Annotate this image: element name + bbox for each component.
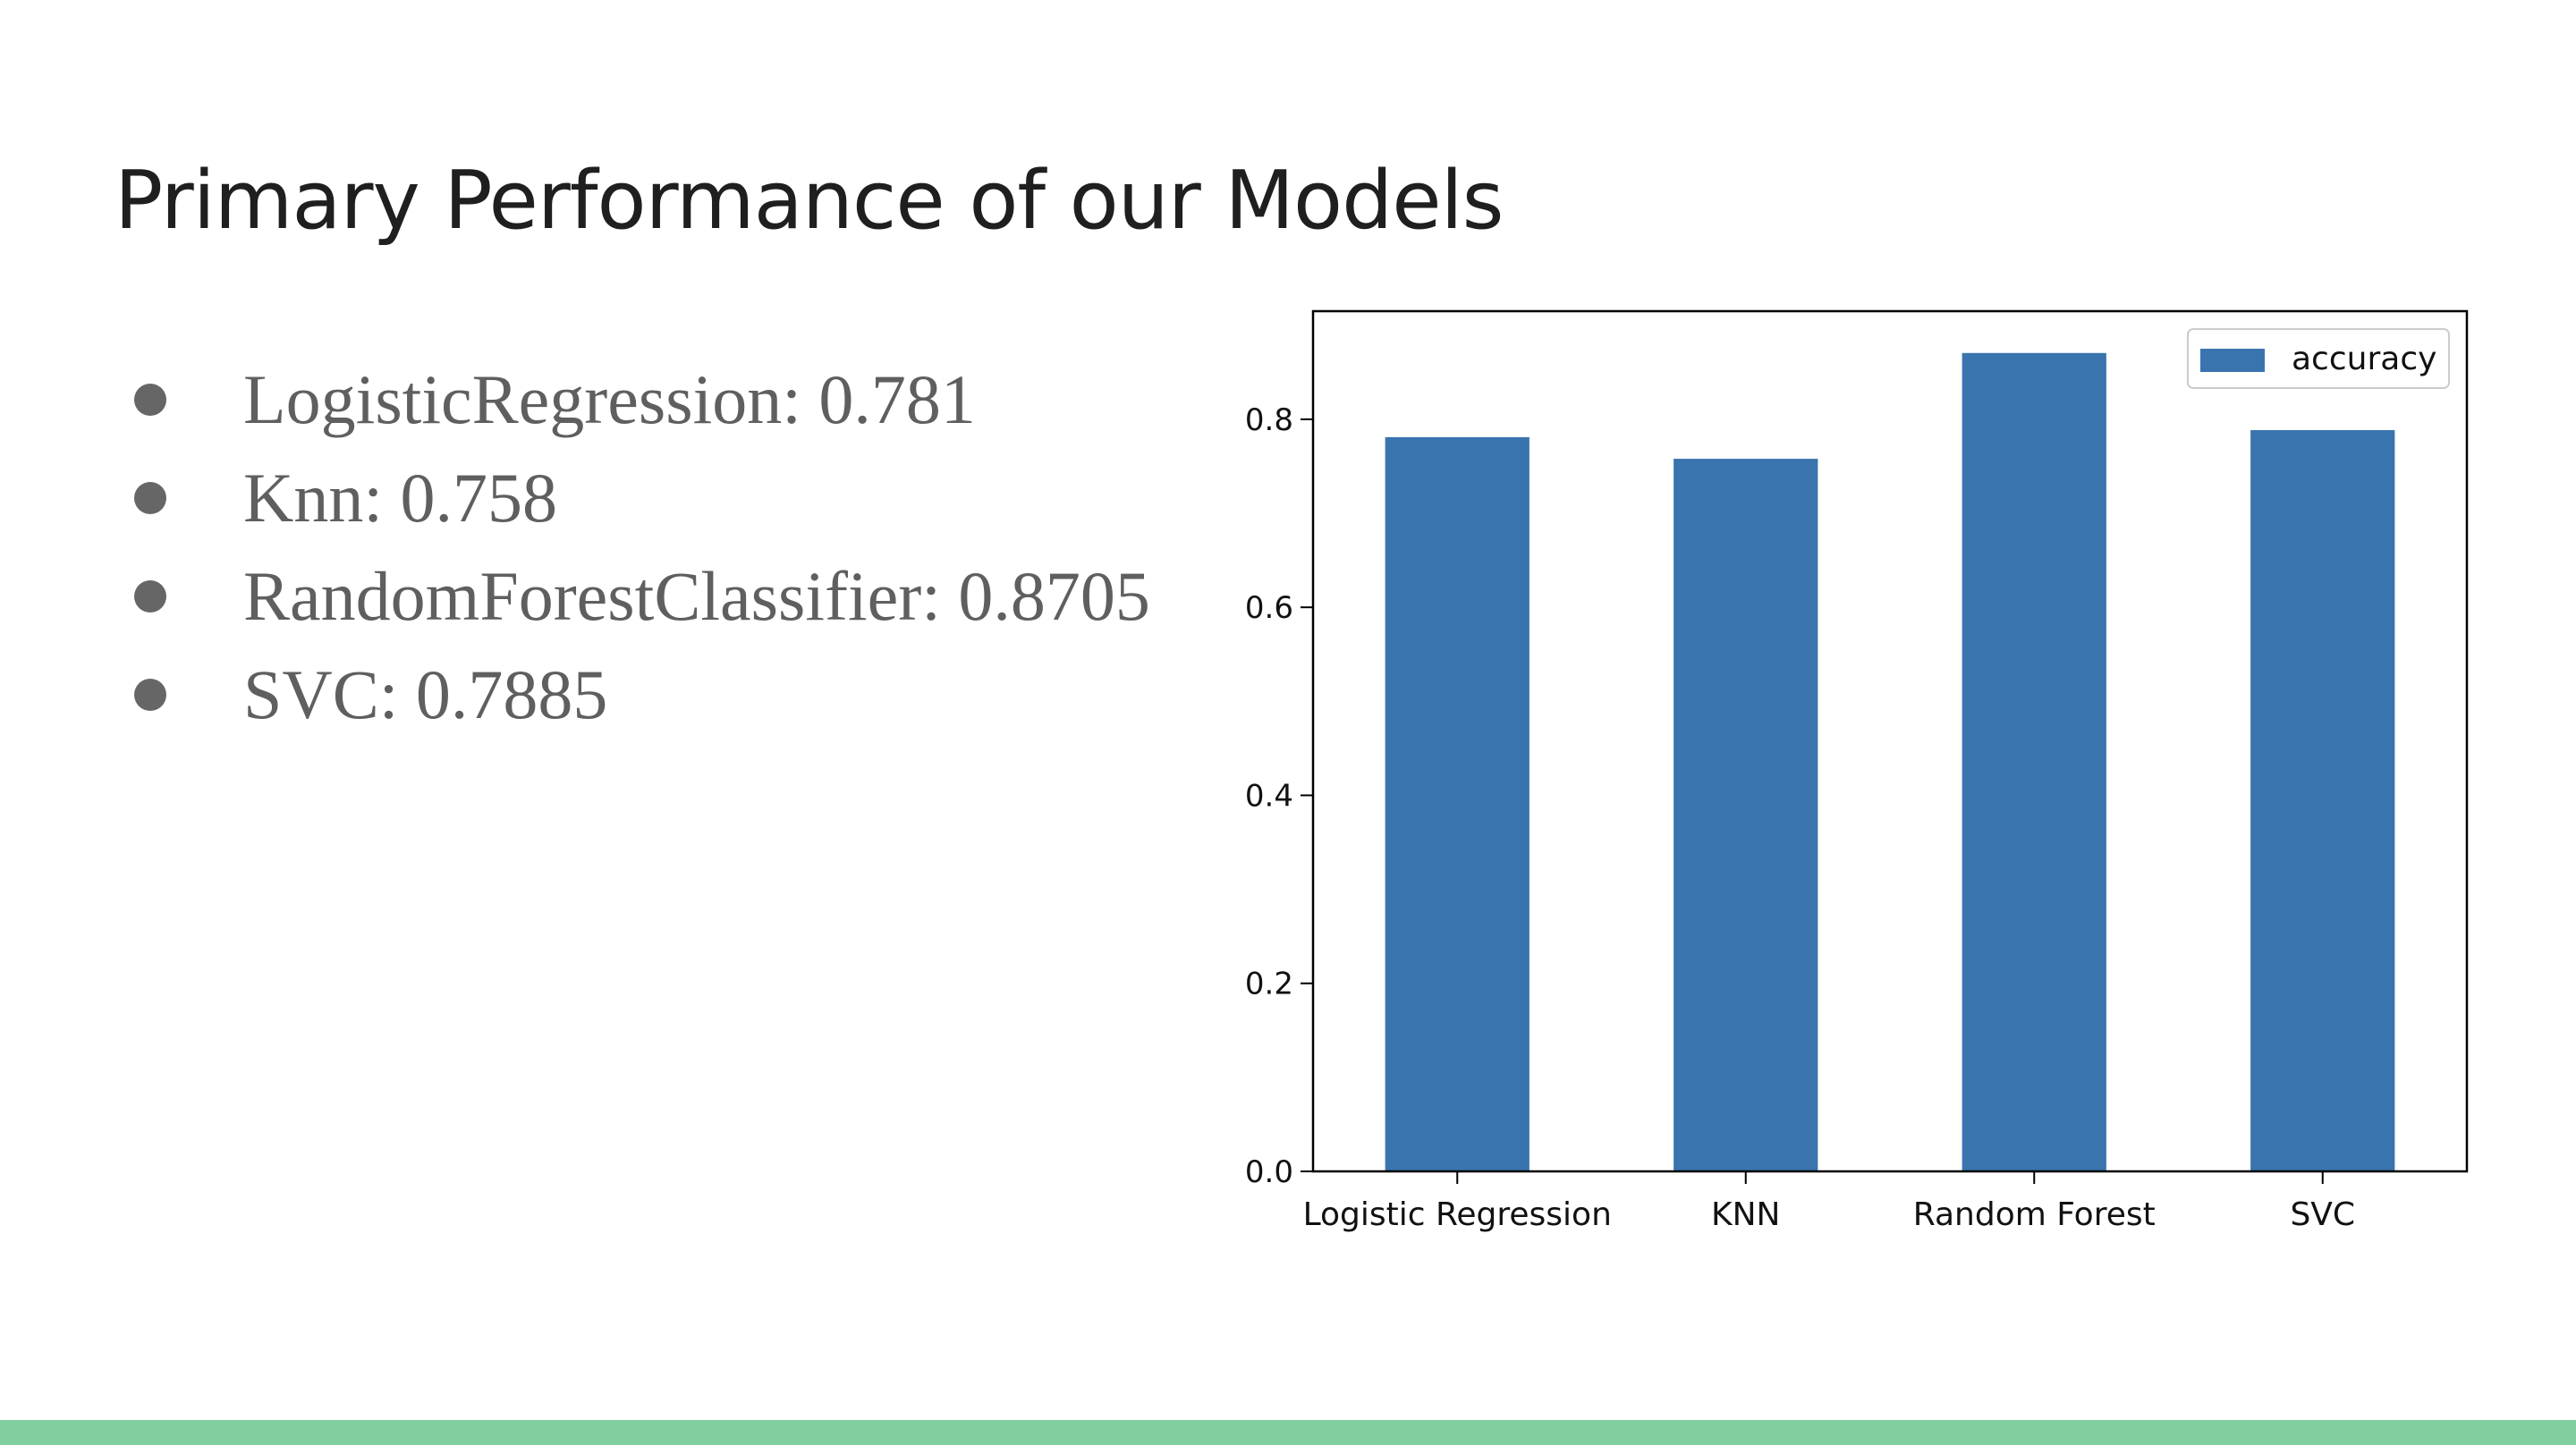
- bullet-text: Knn: 0.758: [243, 459, 557, 537]
- y-tick-label: 0.2: [1245, 967, 1293, 1002]
- bullet-dot-icon: [134, 482, 166, 514]
- bullet-dot-icon: [134, 384, 166, 416]
- legend-box: [2187, 328, 2450, 389]
- y-tick-label: 0.8: [1245, 402, 1293, 438]
- bullet-text: SVC: 0.7885: [243, 655, 608, 733]
- bullet-text: RandomForestClassifier: 0.8705: [243, 557, 1150, 635]
- bullet-list: LogisticRegression: 0.781 Knn: 0.758 Ran…: [134, 351, 1150, 744]
- x-tick-label: Logistic Regression: [1303, 1196, 1612, 1233]
- bar-logistic-regression: [1385, 436, 1530, 1171]
- accuracy-chart: 0.0 0.2 0.4 0.6 0.8 Logistic Regression KNN Ran…: [1199, 295, 2504, 1243]
- x-tick-label: KNN: [1711, 1196, 1780, 1233]
- y-tick-label: 0.4: [1245, 778, 1293, 814]
- legend-swatch: [2200, 349, 2265, 372]
- bullet-dot-icon: [134, 679, 166, 711]
- bullet-dot-icon: [134, 580, 166, 613]
- bottom-accent-bar: [0, 1420, 2576, 1445]
- bullet-item-random-forest: RandomForestClassifier: 0.8705: [134, 547, 1150, 646]
- x-tick-label: Random Forest: [1913, 1196, 2156, 1233]
- legend-label: accuracy: [2292, 341, 2436, 377]
- slide-title: Primary Performance of our Models: [114, 154, 1504, 248]
- accuracy-bar-chart-svg: 0.0 0.2 0.4 0.6 0.8 Logistic Regression KNN Ran…: [1245, 309, 2469, 1233]
- x-tick-label: SVC: [2290, 1196, 2355, 1233]
- bullet-item-logistic-regression: LogisticRegression: 0.781: [134, 351, 1150, 449]
- y-tick-label: 0.0: [1245, 1154, 1293, 1190]
- bullet-text: LogisticRegression: 0.781: [243, 360, 976, 438]
- bullet-item-knn: Knn: 0.758: [134, 449, 1150, 547]
- y-tick-label: 0.6: [1245, 590, 1293, 626]
- bar-svc: [2250, 429, 2395, 1171]
- bullet-item-svc: SVC: 0.7885: [134, 646, 1150, 744]
- plot-frame: [1311, 309, 2469, 1173]
- bar-random-forest: [1962, 352, 2106, 1172]
- bar-knn: [1674, 459, 1818, 1171]
